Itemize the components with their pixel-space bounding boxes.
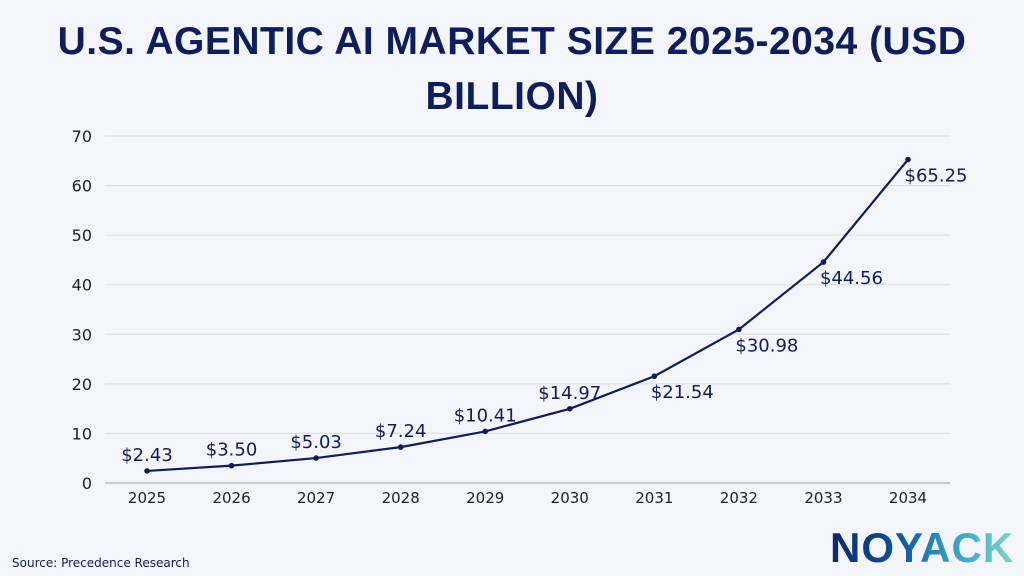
- y-tick-label: 30: [72, 325, 92, 344]
- data-point: [651, 373, 658, 380]
- x-tick-label: 2029: [466, 489, 504, 507]
- data-point: [820, 259, 827, 265]
- x-tick-label: 2030: [551, 489, 589, 507]
- x-tick-label: 2034: [889, 489, 927, 507]
- x-tick-label: 2025: [128, 489, 166, 507]
- data-point: [905, 156, 911, 163]
- data-label: $7.24: [375, 421, 427, 442]
- data-label: $10.41: [454, 405, 517, 426]
- data-point: [228, 462, 235, 469]
- data-point: [566, 405, 573, 412]
- data-label: $3.50: [206, 440, 258, 461]
- chart-title: U.S. AGENTIC AI MARKET SIZE 2025-2034 (U…: [57, 20, 967, 118]
- x-tick-label: 2027: [297, 489, 335, 507]
- y-tick-label: 20: [72, 375, 92, 394]
- x-tick-label: 2033: [804, 489, 842, 507]
- data-point: [482, 428, 489, 435]
- y-tick-label: 40: [72, 276, 92, 295]
- data-label: $14.97: [538, 383, 601, 404]
- source-note: Source: Precedence Research: [12, 556, 190, 570]
- y-tick-label: 50: [72, 226, 92, 245]
- data-point: [144, 468, 150, 474]
- data-label: $2.43: [121, 445, 173, 466]
- noyack-logo: NOYACK: [830, 524, 1015, 571]
- data-label: $44.56: [820, 268, 883, 289]
- y-tick-label: 0: [82, 474, 92, 493]
- data-label: $5.03: [290, 432, 342, 453]
- data-point: [736, 326, 742, 333]
- series-line: [146, 158, 909, 473]
- x-tick-label: 2026: [212, 489, 250, 507]
- x-tick-label: 2032: [720, 489, 758, 507]
- x-tick-label: 2028: [382, 489, 420, 507]
- y-tick-label: 70: [72, 127, 92, 146]
- y-tick-label: 10: [72, 424, 92, 443]
- x-tick-label: 2031: [635, 489, 673, 507]
- data-point: [313, 455, 319, 461]
- data-point: [397, 444, 404, 450]
- data-label: $65.25: [905, 166, 968, 187]
- y-tick-label: 60: [72, 177, 92, 196]
- data-label: $30.98: [735, 335, 798, 356]
- data-label: $21.54: [651, 382, 714, 403]
